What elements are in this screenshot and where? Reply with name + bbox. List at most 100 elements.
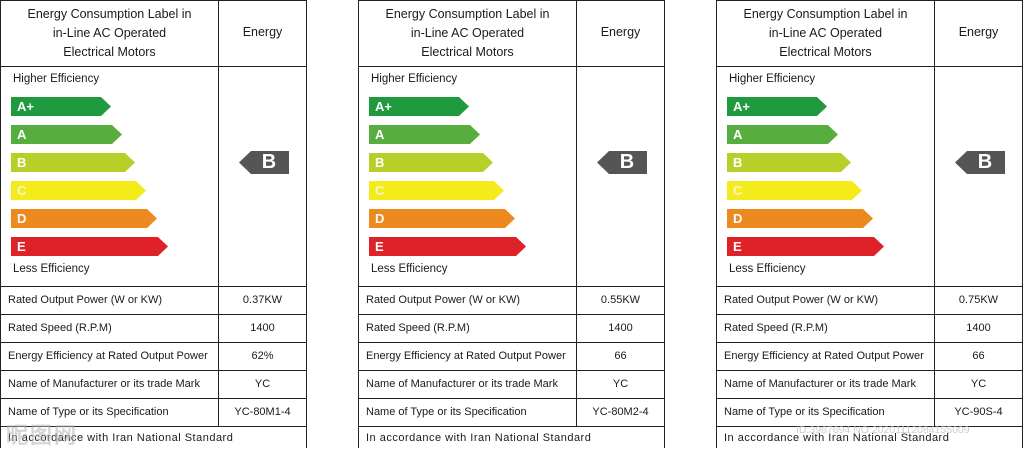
efficiency-scale: Higher Efficiency A+ A B C D E Less Efficiency [1,67,219,287]
spec-value: 66 [972,350,985,362]
label-title-line: Energy Consumption Label in [743,7,908,21]
efficiency-class-arrow: A [727,125,838,144]
spec-value: YC-90S-4 [954,406,1003,418]
rating-cell: B [577,67,664,287]
label-title-line: in-Line AC Operated [768,26,883,40]
higher-efficiency-label: Higher Efficiency [729,73,816,85]
spec-label: Energy Efficiency at Rated Output Power [1,343,219,370]
label-title-line: in-Line AC Operated [410,26,525,40]
spec-value: YC-80M1-4 [234,406,291,418]
spec-row: Rated Output Power (W or KW) 0.37KW [1,287,306,315]
spec-row: Rated Speed (R.P.M) 1400 [717,315,1022,343]
efficiency-class-arrow: B [369,153,493,172]
watermark-id: ID:3967694 NO:20201112084155009 [796,424,970,436]
standard-footer: In accordance with Iran National Standar… [8,432,234,444]
rating-indicator: B [239,151,289,174]
efficiency-class-arrow: A+ [727,97,827,116]
spec-row: Rated Speed (R.P.M) 1400 [359,315,664,343]
less-efficiency-label: Less Efficiency [371,263,448,275]
spec-label: Energy Efficiency at Rated Output Power [717,343,935,370]
energy-label-1: Energy Consumption Label in in-Line AC Op… [0,0,307,448]
efficiency-class-arrow: D [369,209,515,228]
rating-indicator: B [597,151,647,174]
spec-value: 0.37KW [242,294,283,306]
energy-header: Energy [219,1,306,67]
spec-value: 1400 [966,322,991,334]
higher-efficiency-label: Higher Efficiency [13,73,100,85]
spec-row: Energy Efficiency at Rated Output Power 6… [1,343,306,371]
spec-value: 0.55KW [600,294,641,306]
spec-row: Name of Manufacturer or its trade Mark YC [1,371,306,399]
label-title-line: Electrical Motors [421,45,514,59]
spec-value: YC [612,378,629,390]
efficiency-class-arrow: E [11,237,168,256]
label-title-line: Electrical Motors [63,45,156,59]
spec-row: Name of Type or its Specification YC-90S-… [717,399,1022,427]
efficiency-class-arrow: C [727,181,862,200]
efficiency-class-arrow: E [369,237,526,256]
spec-label: Rated Output Power (W or KW) [1,287,219,314]
label-title-line: Energy Consumption Label in [27,7,192,21]
spec-label: Name of Manufacturer or its trade Mark [717,371,935,398]
efficiency-class-arrow: C [369,181,504,200]
efficiency-class-arrow: A [11,125,122,144]
spec-row: Name of Manufacturer or its trade Mark YC [717,371,1022,399]
efficiency-class-arrow: A+ [369,97,469,116]
less-efficiency-label: Less Efficiency [729,263,806,275]
energy-header: Energy [577,1,664,67]
spec-label: Energy Efficiency at Rated Output Power [359,343,577,370]
energy-header: Energy [935,1,1022,67]
label-title: Energy Consumption Label in in-Line AC Op… [1,1,219,67]
spec-label: Name of Type or its Specification [359,399,577,426]
label-title-line: in-Line AC Operated [52,26,167,40]
less-efficiency-label: Less Efficiency [13,263,90,275]
rating-cell: B [935,67,1022,287]
spec-row: Rated Speed (R.P.M) 1400 [1,315,306,343]
spec-row: Energy Efficiency at Rated Output Power 6… [717,343,1022,371]
spec-row: Rated Output Power (W or KW) 0.55KW [359,287,664,315]
spec-value: YC [970,378,987,390]
spec-label: Rated Speed (R.P.M) [1,315,219,342]
spec-value: 0.75KW [958,294,999,306]
rating-cell: B [219,67,306,287]
spec-label: Name of Manufacturer or its trade Mark [359,371,577,398]
spec-label: Rated Output Power (W or KW) [359,287,577,314]
efficiency-class-arrow: D [727,209,873,228]
efficiency-scale: Higher Efficiency A+ A B C D E Less Efficiency [359,67,577,287]
efficiency-class-arrow: B [11,153,135,172]
spec-row: Name of Type or its Specification YC-80M1… [1,399,306,427]
spec-value: 62% [251,350,274,362]
efficiency-class-arrow: A+ [11,97,111,116]
spec-row: Energy Efficiency at Rated Output Power 6… [359,343,664,371]
spec-label: Name of Manufacturer or its trade Mark [1,371,219,398]
efficiency-scale: Higher Efficiency A+ A B C D E Less Efficiency [717,67,935,287]
efficiency-class-arrow: B [727,153,851,172]
efficiency-class-arrow: D [11,209,157,228]
spec-label: Rated Speed (R.P.M) [359,315,577,342]
higher-efficiency-label: Higher Efficiency [371,73,458,85]
watermark-logo: 昵图网 [6,423,79,448]
spec-label: Rated Speed (R.P.M) [717,315,935,342]
energy-label-2: Energy Consumption Label in in-Line AC Op… [358,0,665,448]
label-title: Energy Consumption Label in in-Line AC Op… [359,1,577,67]
spec-label: Name of Type or its Specification [1,399,219,426]
spec-row: Rated Output Power (W or KW) 0.75KW [717,287,1022,315]
spec-label: Name of Type or its Specification [717,399,935,426]
rating-indicator: B [955,151,1005,174]
efficiency-class-arrow: A [369,125,480,144]
standard-footer: In accordance with Iran National Standar… [724,432,950,444]
spec-value: 66 [614,350,627,362]
efficiency-class-arrow: E [727,237,884,256]
spec-value: YC-80M2-4 [592,406,649,418]
label-title-line: Electrical Motors [779,45,872,59]
spec-label: Rated Output Power (W or KW) [717,287,935,314]
standard-footer: In accordance with Iran National Standar… [366,432,592,444]
label-title: Energy Consumption Label in in-Line AC Op… [717,1,935,67]
spec-value: 1400 [608,322,633,334]
energy-label-3: Energy Consumption Label in in-Line AC Op… [716,0,1023,448]
spec-row: Name of Manufacturer or its trade Mark YC [359,371,664,399]
efficiency-class-arrow: C [11,181,146,200]
spec-value: 1400 [250,322,275,334]
spec-value: YC [254,378,271,390]
spec-row: Name of Type or its Specification YC-80M2… [359,399,664,427]
